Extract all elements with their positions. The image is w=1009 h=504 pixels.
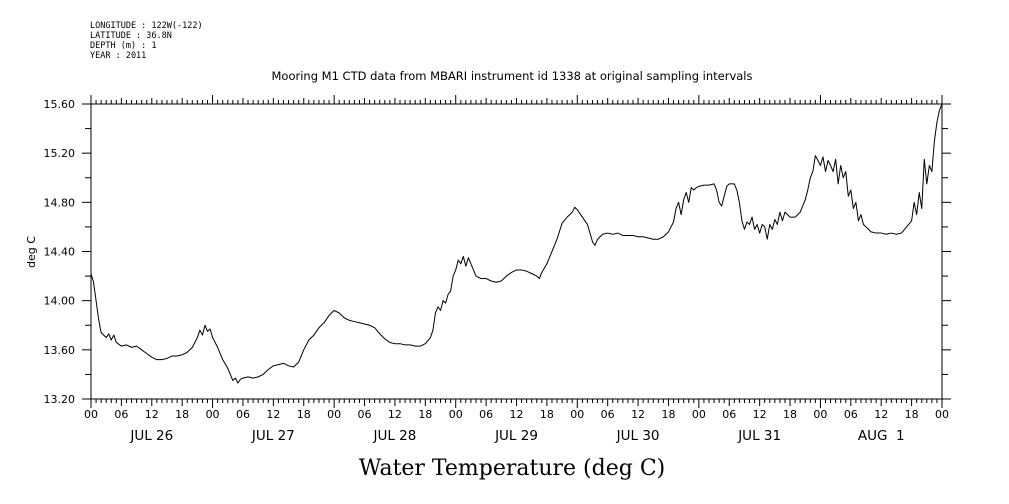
x-hour-label: 12 [145, 408, 159, 421]
x-day-label: JUL 30 [616, 428, 660, 444]
y-tick-label: 14.40 [44, 246, 76, 259]
x-hour-label: 12 [753, 408, 767, 421]
depth-label: DEPTH (m) : 1 [90, 41, 157, 51]
x-hour-label: 18 [297, 408, 311, 421]
x-hour-label: 06 [844, 408, 858, 421]
y-tick-label: 15.20 [44, 147, 76, 160]
y-axis-label: deg C [25, 236, 38, 268]
chart-title: Mooring M1 CTD data from MBARI instrumen… [272, 69, 753, 83]
x-hour-label: 12 [510, 408, 524, 421]
x-hour-label: 18 [783, 408, 797, 421]
x-hour-label: 18 [175, 408, 189, 421]
y-axis: 13.20 13.60 14.00 14.40 14.80 15.20 15.60 [44, 98, 951, 406]
longitude-label: LONGITUDE : 122W(-122) [90, 21, 203, 31]
x-hour-label: 06 [114, 408, 128, 421]
x-hour-label: 00 [570, 408, 584, 421]
y-tick-label: 13.60 [44, 344, 76, 357]
x-hour-label: 12 [266, 408, 280, 421]
x-hour-label: 00 [813, 408, 827, 421]
x-hour-label: 12 [631, 408, 645, 421]
x-hour-label: 00 [935, 408, 949, 421]
x-hour-label: 06 [358, 408, 372, 421]
year-label: YEAR : 2011 [90, 51, 147, 61]
x-day-label: JUL 27 [251, 428, 295, 444]
series-group [90, 103, 943, 384]
x-hour-label: 18 [905, 408, 919, 421]
y-tick-label: 14.80 [44, 196, 76, 209]
plot-frame [90, 103, 943, 400]
x-day-label: AUG 1 [858, 428, 905, 444]
x-hour-label: 00 [84, 408, 98, 421]
x-hour-label: 00 [327, 408, 341, 421]
x-day-label: JUL 31 [737, 428, 781, 444]
x-hour-label: 18 [661, 408, 675, 421]
x-hour-label: 06 [236, 408, 250, 421]
x-axis-label: Water Temperature (deg C) [359, 456, 666, 481]
x-hour-label: 18 [540, 408, 554, 421]
x-day-label: JUL 28 [372, 428, 416, 444]
x-hour-label: 18 [418, 408, 432, 421]
x-day-label: JUL 26 [129, 428, 173, 444]
x-hour-label: 00 [449, 408, 463, 421]
y-tick-label: 13.20 [44, 393, 76, 406]
series-line [90, 103, 943, 384]
latitude-label: LATITUDE : 36.8N [90, 31, 172, 41]
x-hour-label: 06 [722, 408, 736, 421]
x-hour-label: 00 [206, 408, 220, 421]
x-axis: 00 06 12 18 00 06 12 18 00 06 12 18 00 06 12 18 00 06 12 18… [84, 95, 949, 444]
x-hour-label: 12 [388, 408, 402, 421]
x-hour-label: 00 [692, 408, 706, 421]
x-hour-label: 06 [479, 408, 493, 421]
y-tick-label: 15.60 [44, 98, 76, 111]
x-hour-label: 12 [874, 408, 888, 421]
x-hour-label: 06 [601, 408, 615, 421]
x-day-label: JUL 29 [494, 428, 538, 444]
y-tick-label: 14.00 [44, 295, 76, 308]
metadata-block: LONGITUDE : 122W(-122) LATITUDE : 36.8N … [90, 21, 203, 61]
